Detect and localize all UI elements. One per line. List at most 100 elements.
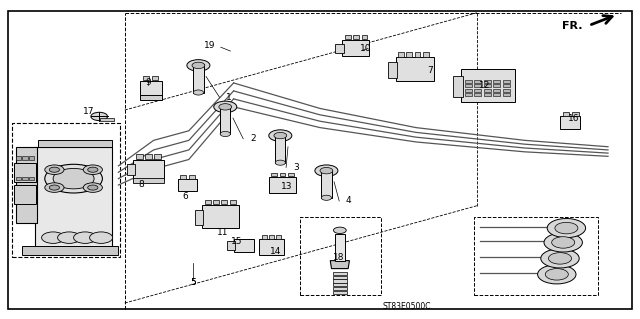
Bar xyxy=(193,64,204,93)
Bar xyxy=(143,76,149,80)
Bar xyxy=(465,89,472,92)
Circle shape xyxy=(49,185,60,190)
Circle shape xyxy=(541,249,579,268)
Circle shape xyxy=(192,62,205,69)
Polygon shape xyxy=(22,246,118,255)
Text: 9: 9 xyxy=(146,78,151,87)
Bar xyxy=(22,156,28,160)
Bar xyxy=(453,76,463,97)
Circle shape xyxy=(220,131,230,137)
Bar xyxy=(133,178,164,183)
Bar xyxy=(493,80,500,83)
Circle shape xyxy=(45,183,64,192)
Bar xyxy=(269,235,274,239)
Bar xyxy=(474,217,598,295)
Text: 4: 4 xyxy=(346,197,351,205)
Bar xyxy=(140,95,162,100)
Bar xyxy=(205,200,211,204)
Circle shape xyxy=(88,185,98,190)
Circle shape xyxy=(45,164,102,193)
Bar xyxy=(275,135,285,163)
Polygon shape xyxy=(330,261,349,269)
Bar xyxy=(465,80,472,83)
Bar xyxy=(484,80,491,83)
Bar xyxy=(136,154,143,159)
Bar xyxy=(335,234,345,261)
Bar xyxy=(563,112,569,116)
Bar xyxy=(335,44,344,53)
Circle shape xyxy=(219,104,232,110)
Bar xyxy=(503,84,510,87)
Bar xyxy=(220,106,230,134)
Bar xyxy=(461,69,515,102)
Bar xyxy=(484,84,491,87)
Circle shape xyxy=(547,219,586,238)
Text: 10: 10 xyxy=(360,44,372,53)
Bar xyxy=(189,175,195,179)
Bar xyxy=(474,80,481,83)
Text: 19: 19 xyxy=(204,41,216,50)
Bar xyxy=(353,35,359,39)
Bar xyxy=(333,279,347,283)
Circle shape xyxy=(538,265,576,284)
Polygon shape xyxy=(38,140,112,147)
Circle shape xyxy=(53,168,94,189)
Circle shape xyxy=(320,167,333,174)
Bar xyxy=(178,179,197,191)
Bar xyxy=(398,52,404,57)
Bar xyxy=(288,173,294,176)
Text: 18: 18 xyxy=(333,253,345,262)
Bar xyxy=(333,272,347,275)
Bar xyxy=(333,287,347,290)
Text: 16: 16 xyxy=(568,114,580,122)
Bar xyxy=(100,118,114,121)
Bar xyxy=(333,276,347,279)
Bar xyxy=(140,81,162,96)
Circle shape xyxy=(275,160,285,165)
Bar xyxy=(415,52,420,57)
Bar xyxy=(362,35,367,39)
Circle shape xyxy=(187,60,210,71)
Circle shape xyxy=(548,253,572,264)
Bar xyxy=(465,84,472,87)
Text: 8: 8 xyxy=(138,180,143,189)
Bar xyxy=(493,93,500,96)
Bar xyxy=(195,210,203,225)
Bar xyxy=(423,52,429,57)
Bar xyxy=(493,89,500,92)
Bar xyxy=(345,35,351,39)
Bar xyxy=(280,173,285,176)
Bar xyxy=(16,177,21,180)
Bar xyxy=(234,239,254,252)
Bar xyxy=(474,84,481,87)
Bar xyxy=(388,62,397,78)
Circle shape xyxy=(321,195,332,200)
Text: 17: 17 xyxy=(83,107,94,116)
Polygon shape xyxy=(35,147,112,249)
Bar xyxy=(145,154,152,159)
Circle shape xyxy=(91,112,108,121)
Bar xyxy=(127,164,135,175)
Bar xyxy=(503,93,510,96)
Text: ST83E0500C: ST83E0500C xyxy=(382,302,431,311)
Circle shape xyxy=(544,233,582,252)
Bar xyxy=(503,89,510,92)
Bar xyxy=(14,185,36,204)
Text: 5: 5 xyxy=(191,278,196,287)
Circle shape xyxy=(545,269,568,280)
Text: 13: 13 xyxy=(281,182,292,191)
Bar xyxy=(474,89,481,92)
Text: 15: 15 xyxy=(231,237,243,246)
Bar xyxy=(321,170,332,198)
Circle shape xyxy=(555,222,578,234)
Bar xyxy=(276,235,281,239)
Bar xyxy=(227,241,235,250)
Bar xyxy=(180,175,186,179)
Bar xyxy=(474,93,481,96)
Circle shape xyxy=(193,90,204,95)
Text: 11: 11 xyxy=(217,228,228,237)
Bar xyxy=(572,112,579,116)
Bar xyxy=(154,154,161,159)
Circle shape xyxy=(42,232,65,243)
Bar xyxy=(465,93,472,96)
